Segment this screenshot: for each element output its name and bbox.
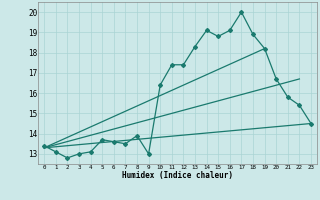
- X-axis label: Humidex (Indice chaleur): Humidex (Indice chaleur): [122, 171, 233, 180]
